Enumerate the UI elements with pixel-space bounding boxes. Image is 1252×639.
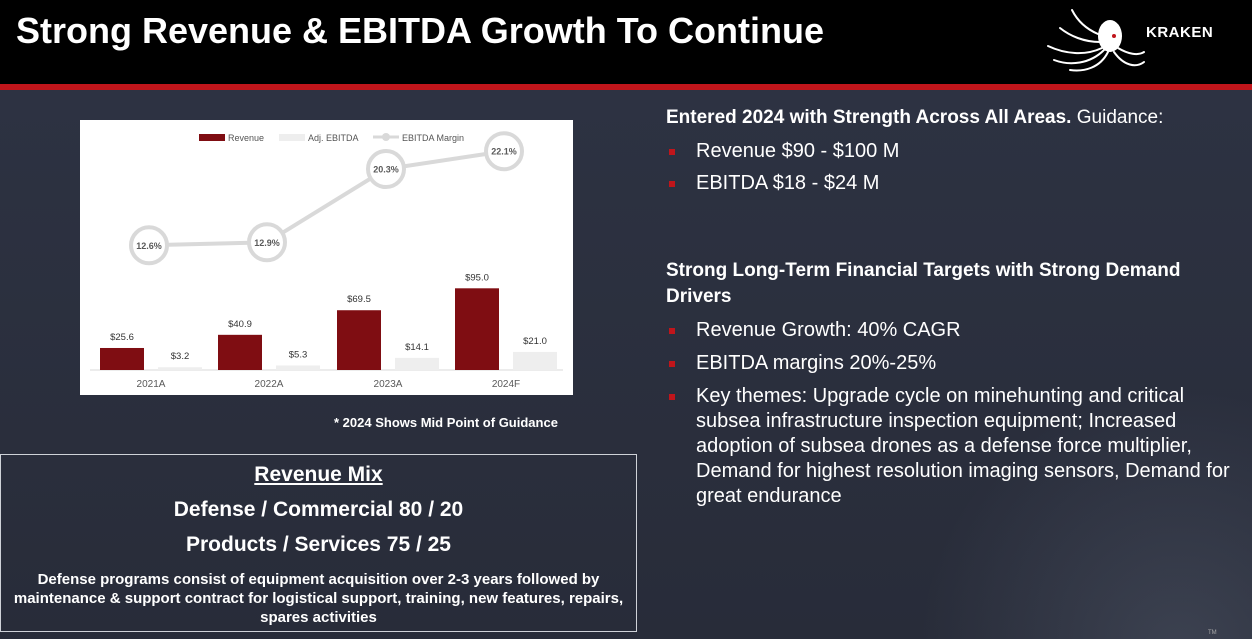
- financial-chart: Revenue Adj. EBITDA EBITDA Margin $25.6 $3.2…: [80, 120, 573, 395]
- revenue-mix-title: Revenue Mix: [254, 463, 383, 486]
- guidance-list: Revenue $90 - $100 M EBITDA $18 - $24 M: [666, 139, 1163, 196]
- guidance-item: EBITDA $18 - $24 M: [666, 171, 1163, 196]
- targets-heading-text: Strong Long-Term Financial Targets with …: [666, 260, 1181, 307]
- legend-label-revenue: Revenue: [228, 133, 264, 143]
- legend-label-ebitda: Adj. EBITDA: [308, 133, 359, 143]
- logo-text: KRAKEN: [1146, 24, 1214, 41]
- chart-svg: Revenue Adj. EBITDA EBITDA Margin $25.6 $3.2…: [90, 131, 563, 390]
- x-tick-label: 2022A: [255, 379, 284, 390]
- legend-marker-margin: [382, 133, 390, 141]
- revenue-data-label: $95.0: [465, 272, 489, 283]
- revenue-bar: [218, 334, 262, 370]
- ebitda-bar: [158, 367, 202, 370]
- legend-label-margin: EBITDA Margin: [402, 133, 464, 143]
- target-item: Key themes: Upgrade cycle on minehunting…: [666, 384, 1236, 509]
- revenue-mix-box: Revenue Mix Defense / Commercial 80 / 20…: [0, 454, 637, 632]
- margin-data-label: 12.9%: [254, 238, 280, 248]
- page-title: Strong Revenue & EBITDA Growth To Contin…: [16, 10, 824, 51]
- target-item: Revenue Growth: 40% CAGR: [666, 318, 1236, 343]
- revenue-bar: [337, 310, 381, 370]
- margin-data-label: 12.6%: [136, 241, 162, 251]
- margin-point: [247, 222, 287, 263]
- ebitda-data-label: $5.3: [289, 349, 308, 360]
- margin-data-label: 22.1%: [491, 147, 517, 157]
- x-tick-label: 2021A: [137, 379, 166, 390]
- revenue-data-label: $25.6: [110, 332, 134, 343]
- defense-commercial-split: Defense / Commercial 80 / 20: [173, 498, 464, 521]
- ebitda-margin-line: [148, 149, 505, 248]
- kraken-logo-icon: [1047, 9, 1145, 72]
- header-divider: [0, 84, 1252, 90]
- target-item: EBITDA margins 20%-25%: [666, 351, 1236, 376]
- legend-swatch-ebitda: [279, 134, 305, 141]
- margin-point: [484, 131, 524, 172]
- guidance-heading: Entered 2024 with Strength Across All Ar…: [666, 105, 1163, 131]
- ebitda-data-label: $3.2: [171, 351, 190, 362]
- legend-swatch-revenue: [199, 134, 225, 141]
- margin-point: [366, 149, 406, 190]
- ebitda-bar: [395, 357, 439, 370]
- guidance-item: Revenue $90 - $100 M: [666, 139, 1163, 164]
- targets-heading: Strong Long-Term Financial Targets with …: [666, 258, 1236, 310]
- revenue-mix-description: Defense programs consist of equipment ac…: [13, 571, 624, 626]
- trademark-mark: TM: [1208, 630, 1217, 636]
- guidance-section: Entered 2024 with Strength Across All Ar…: [666, 105, 1163, 203]
- products-services-split: Products / Services 75 / 25: [186, 533, 451, 556]
- targets-list: Revenue Growth: 40% CAGR EBITDA margins …: [666, 318, 1236, 509]
- guidance-heading-bold: Entered 2024 with Strength Across All Ar…: [666, 107, 1072, 128]
- ebitda-bar: [513, 351, 557, 370]
- ebitda-data-label: $21.0: [523, 336, 547, 347]
- margin-point: [129, 225, 169, 266]
- chart-footnote: * 2024 Shows Mid Point of Guidance: [334, 415, 558, 430]
- ebitda-bar: [276, 365, 320, 370]
- margin-data-label: 20.3%: [373, 165, 399, 175]
- revenue-bar: [100, 347, 144, 370]
- x-tick-label: 2024F: [492, 379, 520, 390]
- revenue-data-label: $69.5: [347, 294, 371, 305]
- revenue-bar: [455, 288, 499, 370]
- ebitda-data-label: $14.1: [405, 342, 429, 353]
- guidance-heading-rest: Guidance:: [1071, 107, 1164, 128]
- x-tick-label: 2023A: [374, 379, 403, 390]
- revenue-data-label: $40.9: [228, 319, 252, 330]
- title-bar: Strong Revenue & EBITDA Growth To Contin…: [0, 0, 1252, 84]
- targets-section: Strong Long-Term Financial Targets with …: [666, 258, 1236, 517]
